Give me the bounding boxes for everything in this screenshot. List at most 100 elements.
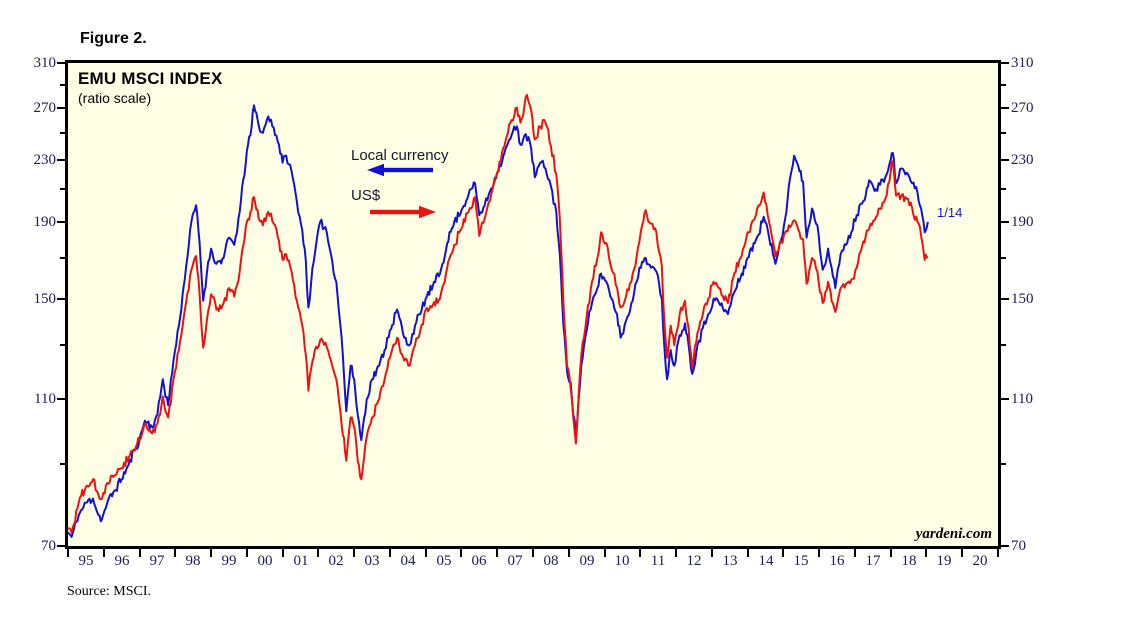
right-arrow-icon <box>370 205 436 219</box>
y-axis-label-right: 110 <box>1011 391 1033 407</box>
x-axis-tick <box>639 549 641 557</box>
chart-series-canvas <box>68 93 929 538</box>
series-line-usd <box>68 93 929 534</box>
x-axis-tick <box>782 549 784 557</box>
x-axis-year-label: 08 <box>543 553 559 569</box>
x-axis-tick <box>317 549 319 557</box>
y-axis-major-tick-left <box>57 107 65 109</box>
x-axis-year-label: 13 <box>722 553 738 569</box>
legend-label-local-currency: Local currency <box>351 147 449 164</box>
y-axis-label-right: 310 <box>1011 55 1034 71</box>
x-axis-tick <box>925 549 927 557</box>
x-axis-year-label: 99 <box>221 553 237 569</box>
y-axis-minor-tick-left <box>60 132 65 134</box>
x-axis-year-label: 03 <box>364 553 380 569</box>
x-axis-tick <box>67 549 69 557</box>
x-axis-tick <box>496 549 498 557</box>
y-axis-minor-tick-left <box>60 84 65 86</box>
x-axis-year-label: 06 <box>471 553 487 569</box>
watermark: yardeni.com <box>915 526 992 542</box>
legend-label-usd: US$ <box>351 187 381 204</box>
x-axis-tick <box>389 549 391 557</box>
figure-label: Figure 2. <box>80 30 147 47</box>
y-axis-label-right: 270 <box>1011 100 1034 116</box>
x-axis-tick <box>890 549 892 557</box>
x-axis-tick <box>532 549 534 557</box>
y-axis-label-left: 150 <box>33 291 57 307</box>
x-axis-tick <box>961 549 963 557</box>
y-axis-label-left: 70 <box>41 538 56 554</box>
chart-subtitle: (ratio scale) <box>78 90 152 106</box>
y-axis-label-left: 110 <box>34 391 56 407</box>
x-axis-year-label: 02 <box>328 553 344 569</box>
x-axis-year-label: 17 <box>865 553 881 569</box>
y-axis-label-left: 270 <box>33 100 57 116</box>
y-axis-label-right: 190 <box>1011 214 1034 230</box>
x-axis-tick <box>174 549 176 557</box>
y-axis-minor-tick-right <box>1001 257 1006 259</box>
x-axis-year-label: 19 <box>936 553 952 569</box>
x-axis-year-label: 98 <box>185 553 201 569</box>
y-axis-minor-tick-right <box>1001 84 1006 86</box>
y-axis-label-left: 310 <box>33 55 57 71</box>
plot-area: EMU MSCI INDEX (ratio scale) Local curre… <box>65 60 1001 549</box>
y-axis-major-tick-right <box>1001 107 1009 109</box>
y-axis-minor-tick-right <box>1001 344 1006 346</box>
y-axis-major-tick-right <box>1001 298 1009 300</box>
x-axis-tick <box>210 549 212 557</box>
y-axis-minor-tick-left <box>60 344 65 346</box>
y-axis-major-tick-left <box>57 545 65 547</box>
x-axis-year-label: 95 <box>78 553 94 569</box>
x-axis-year-label: 16 <box>829 553 845 569</box>
y-axis-label-right: 70 <box>1011 538 1026 554</box>
x-axis-tick <box>460 549 462 557</box>
x-axis-year-label: 00 <box>257 553 273 569</box>
x-axis-year-label: 04 <box>400 553 416 569</box>
x-axis-tick <box>997 549 999 557</box>
y-axis-minor-tick-right <box>1001 188 1006 190</box>
x-axis-year-label: 96 <box>114 553 130 569</box>
y-axis-major-tick-right <box>1001 545 1009 547</box>
y-axis-minor-tick-right <box>1001 132 1006 134</box>
x-axis-tick <box>246 549 248 557</box>
y-axis-major-tick-left <box>57 62 65 64</box>
y-axis-major-tick-left <box>57 221 65 223</box>
y-axis-label-right: 150 <box>1011 291 1034 307</box>
y-axis-minor-tick-left <box>60 188 65 190</box>
x-axis-year-label: 05 <box>436 553 452 569</box>
x-axis-tick <box>675 549 677 557</box>
x-axis-year-label: 18 <box>901 553 917 569</box>
y-axis-major-tick-left <box>57 398 65 400</box>
x-axis-tick <box>282 549 284 557</box>
x-axis-year-label: 11 <box>650 553 666 569</box>
source-note: Source: MSCI. <box>67 584 151 599</box>
y-axis-label-left: 190 <box>33 214 57 230</box>
x-axis-year-label: 07 <box>507 553 523 569</box>
y-axis-major-tick-left <box>57 159 65 161</box>
y-axis-major-tick-right <box>1001 398 1009 400</box>
y-axis-major-tick-left <box>57 298 65 300</box>
y-axis-major-tick-right <box>1001 159 1009 161</box>
x-axis-year-label: 15 <box>793 553 809 569</box>
y-axis-major-tick-right <box>1001 62 1009 64</box>
x-axis-year-label: 97 <box>149 553 165 569</box>
x-axis-year-label: 12 <box>686 553 702 569</box>
x-axis-year-label: 10 <box>614 553 630 569</box>
x-axis-tick <box>747 549 749 557</box>
x-axis-tick <box>353 549 355 557</box>
y-axis-major-tick-right <box>1001 221 1009 223</box>
y-axis-label-right: 230 <box>1011 152 1034 168</box>
y-axis-minor-tick-left <box>60 463 65 465</box>
x-axis-year-label: 14 <box>758 553 774 569</box>
x-axis-year-label: 20 <box>972 553 988 569</box>
x-axis-tick <box>425 549 427 557</box>
x-axis-tick <box>103 549 105 557</box>
x-axis-year-label: 01 <box>293 553 309 569</box>
y-axis-minor-tick-right <box>1001 463 1006 465</box>
y-axis-minor-tick-left <box>60 257 65 259</box>
y-axis-label-left: 230 <box>33 152 57 168</box>
x-axis-tick <box>711 549 713 557</box>
x-axis-tick <box>568 549 570 557</box>
x-axis-tick <box>818 549 820 557</box>
x-axis-tick <box>139 549 141 557</box>
